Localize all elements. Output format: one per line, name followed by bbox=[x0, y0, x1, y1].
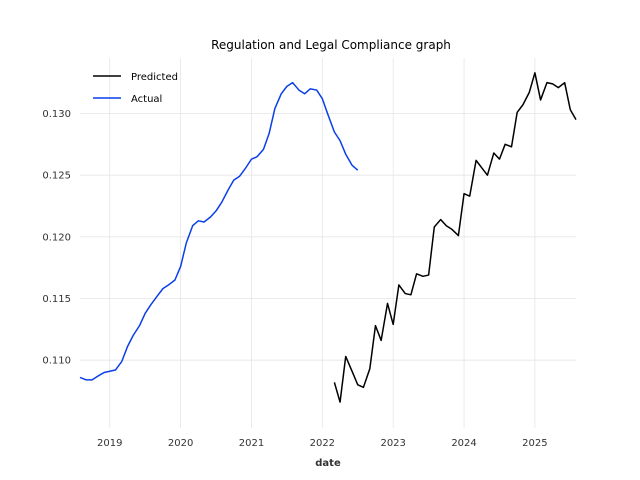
x-tick-label: 2023 bbox=[380, 438, 405, 449]
grid bbox=[80, 58, 576, 428]
x-axis-label: date bbox=[315, 458, 341, 469]
series-line-actual bbox=[79, 81, 359, 381]
y-tick-label: 0.125 bbox=[42, 171, 71, 182]
y-tick-label: 0.115 bbox=[42, 294, 71, 305]
x-tick-label: 2020 bbox=[168, 438, 193, 449]
series-layer bbox=[79, 72, 577, 403]
y-tick-label: 0.110 bbox=[42, 356, 71, 367]
y-tick-label: 0.130 bbox=[42, 109, 71, 120]
chart-title: Regulation and Legal Compliance graph bbox=[211, 38, 451, 52]
legend-label-predicted: Predicted bbox=[131, 72, 178, 83]
legend: Predicted Actual bbox=[93, 72, 178, 105]
series-line-predicted bbox=[333, 72, 577, 403]
x-tick-label: 2024 bbox=[451, 438, 476, 449]
x-tick-label: 2021 bbox=[239, 438, 264, 449]
x-tick-label: 2025 bbox=[522, 438, 547, 449]
x-tick-label: 2022 bbox=[310, 438, 335, 449]
legend-label-actual: Actual bbox=[131, 94, 162, 105]
y-tick-label: 0.120 bbox=[42, 232, 71, 243]
x-tick-label: 2019 bbox=[97, 438, 122, 449]
tick-labels: 2019 2020 2021 2022 2023 2024 2025 0.110 0.115 0.… bbox=[42, 109, 547, 449]
